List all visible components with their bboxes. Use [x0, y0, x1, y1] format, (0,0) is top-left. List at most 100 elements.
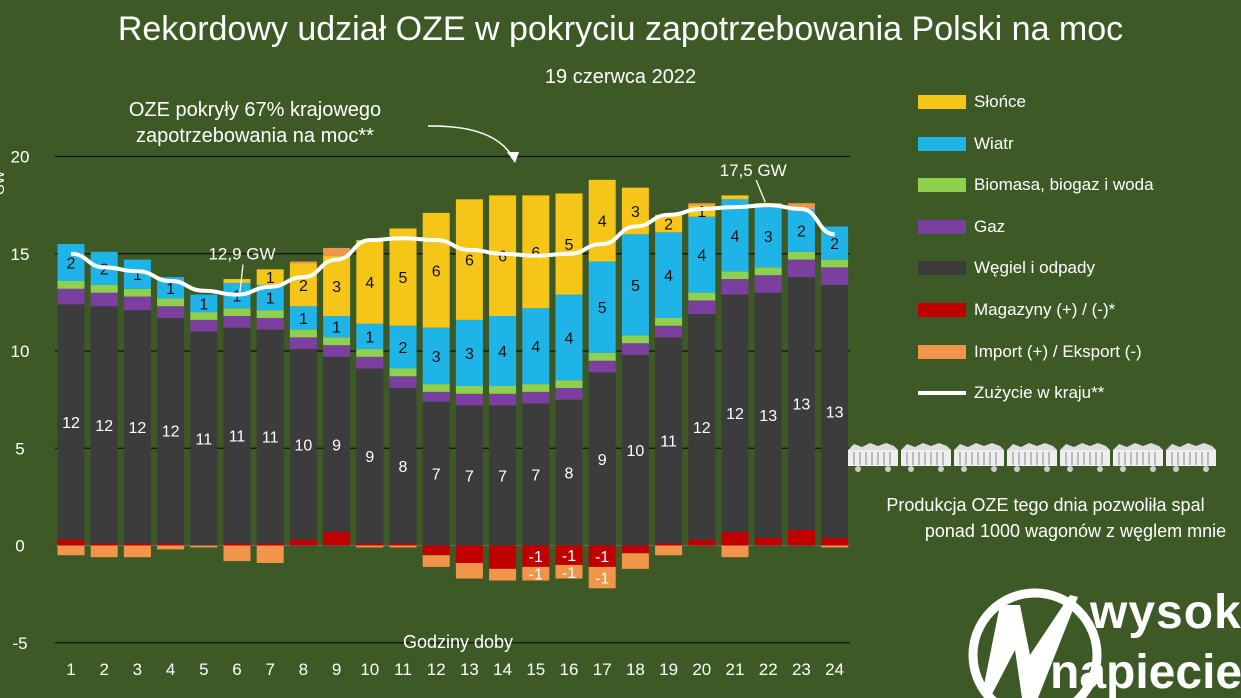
data-label-wind: 3 [432, 349, 441, 366]
bar-biomass [356, 349, 384, 357]
bar-storage [555, 545, 583, 565]
data-label-storage: -1 [595, 549, 609, 566]
data-label-wind: 4 [565, 330, 574, 347]
bar-import [223, 545, 251, 562]
bar-solar [223, 279, 251, 283]
data-label-wind: 3 [764, 229, 773, 246]
data-label-wind: 4 [731, 228, 740, 245]
chart-subtitle: 19 czerwca 2022 [544, 66, 697, 88]
data-label-wind: 1 [133, 267, 142, 284]
bar-storage [588, 545, 616, 567]
bar-storage [157, 543, 185, 546]
data-label-coal: 7 [531, 468, 540, 485]
data-label-wind: 5 [598, 300, 607, 317]
bar-solar [323, 255, 351, 316]
max-callout-leader [755, 179, 766, 203]
data-label-coal: 11 [262, 430, 279, 447]
bar-gas [123, 296, 151, 311]
data-label-coal: 10 [295, 437, 313, 454]
data-label-solar: 6 [531, 245, 540, 262]
bar-gas [588, 360, 616, 373]
bar-coal [389, 387, 417, 544]
x-tick-label: 13 [460, 660, 479, 679]
x-tick-label: 2 [99, 660, 108, 679]
bar-coal [223, 327, 251, 544]
wheel-icon [938, 466, 944, 472]
data-label-storage: -1 [529, 549, 543, 566]
bar-biomass [489, 386, 517, 394]
legend-item-biomass: Biomasa, biogaz i woda [918, 175, 1241, 195]
bar-solar [522, 195, 550, 309]
data-label-coal: 11 [229, 429, 246, 446]
legend-label: Gaz [974, 216, 1006, 236]
legend-label: Import (+) / Eksport (-) [974, 341, 1142, 361]
y-axis-label: GW [0, 170, 7, 195]
bar-storage [356, 543, 384, 546]
bar-import [721, 545, 749, 558]
x-tick-label: 19 [659, 660, 678, 679]
bar-biomass [721, 271, 749, 280]
wheel-icon [1044, 466, 1050, 472]
max-load-callout: 17,5 GW [720, 161, 787, 180]
bar-import [123, 545, 151, 558]
bar-storage [389, 543, 417, 546]
bar-coal [721, 294, 749, 532]
data-label-wind: 1 [233, 289, 242, 306]
data-label-import: -1 [595, 571, 609, 588]
bar-gas [256, 317, 284, 330]
bar-gas [422, 391, 450, 402]
coal-load-icon [954, 443, 1004, 450]
wheel-icon [885, 466, 891, 472]
footer-note-line1: Produkcja OZE tego dnia pozwoliła spal [886, 495, 1205, 515]
bar-coal [754, 292, 782, 538]
bar-wind [655, 232, 683, 318]
bar-wind [489, 315, 517, 387]
x-tick-label: 24 [825, 660, 844, 679]
bar-gas [754, 275, 782, 293]
bar-coal [655, 337, 683, 544]
bar-import [389, 545, 417, 548]
x-tick-label: 15 [526, 660, 545, 679]
data-label-solar: 4 [365, 275, 374, 292]
bar-biomass [821, 259, 849, 268]
legend-swatch [918, 95, 966, 109]
logo-text-line2: napiecie [1050, 646, 1241, 698]
bar-import [787, 203, 815, 210]
legend-item-storage: Magazyny (+) / (-)* [918, 300, 1241, 320]
bar-solar [721, 195, 749, 200]
y-tick-label: 15 [11, 245, 30, 264]
bar-biomass [621, 335, 649, 344]
x-axis-label: Godziny doby [403, 632, 513, 652]
bar-biomass [754, 267, 782, 276]
bar-biomass [655, 317, 683, 326]
bar-biomass [223, 308, 251, 316]
bar-biomass [190, 312, 218, 320]
x-tick-label: 20 [692, 660, 711, 679]
data-label-coal: 12 [129, 420, 147, 437]
bar-coal [57, 304, 85, 540]
bar-coal [455, 405, 483, 546]
data-label-solar: 5 [399, 270, 408, 287]
bar-wind [57, 244, 85, 281]
data-label-coal: 13 [759, 408, 777, 425]
bar-import [655, 545, 683, 556]
x-tick-label: 11 [394, 660, 412, 679]
data-label-coal: 10 [627, 443, 645, 460]
bar-import [289, 261, 317, 264]
bar-coal [90, 306, 118, 544]
wheel-icon [1097, 466, 1103, 472]
x-tick-label: 14 [493, 660, 512, 679]
wheel-icon [1067, 466, 1073, 472]
bar-storage [256, 543, 284, 546]
x-tick-label: 10 [360, 660, 379, 679]
x-tick-label: 5 [199, 660, 208, 679]
bar-import [821, 545, 849, 548]
bar-coal [489, 405, 517, 546]
bar-wind [389, 325, 417, 369]
data-label-solar: 6 [498, 249, 507, 266]
data-label-import: -1 [562, 565, 576, 582]
legend-label: Słońce [974, 92, 1026, 111]
train-illustration [846, 440, 1241, 474]
bar-coal [787, 277, 815, 530]
